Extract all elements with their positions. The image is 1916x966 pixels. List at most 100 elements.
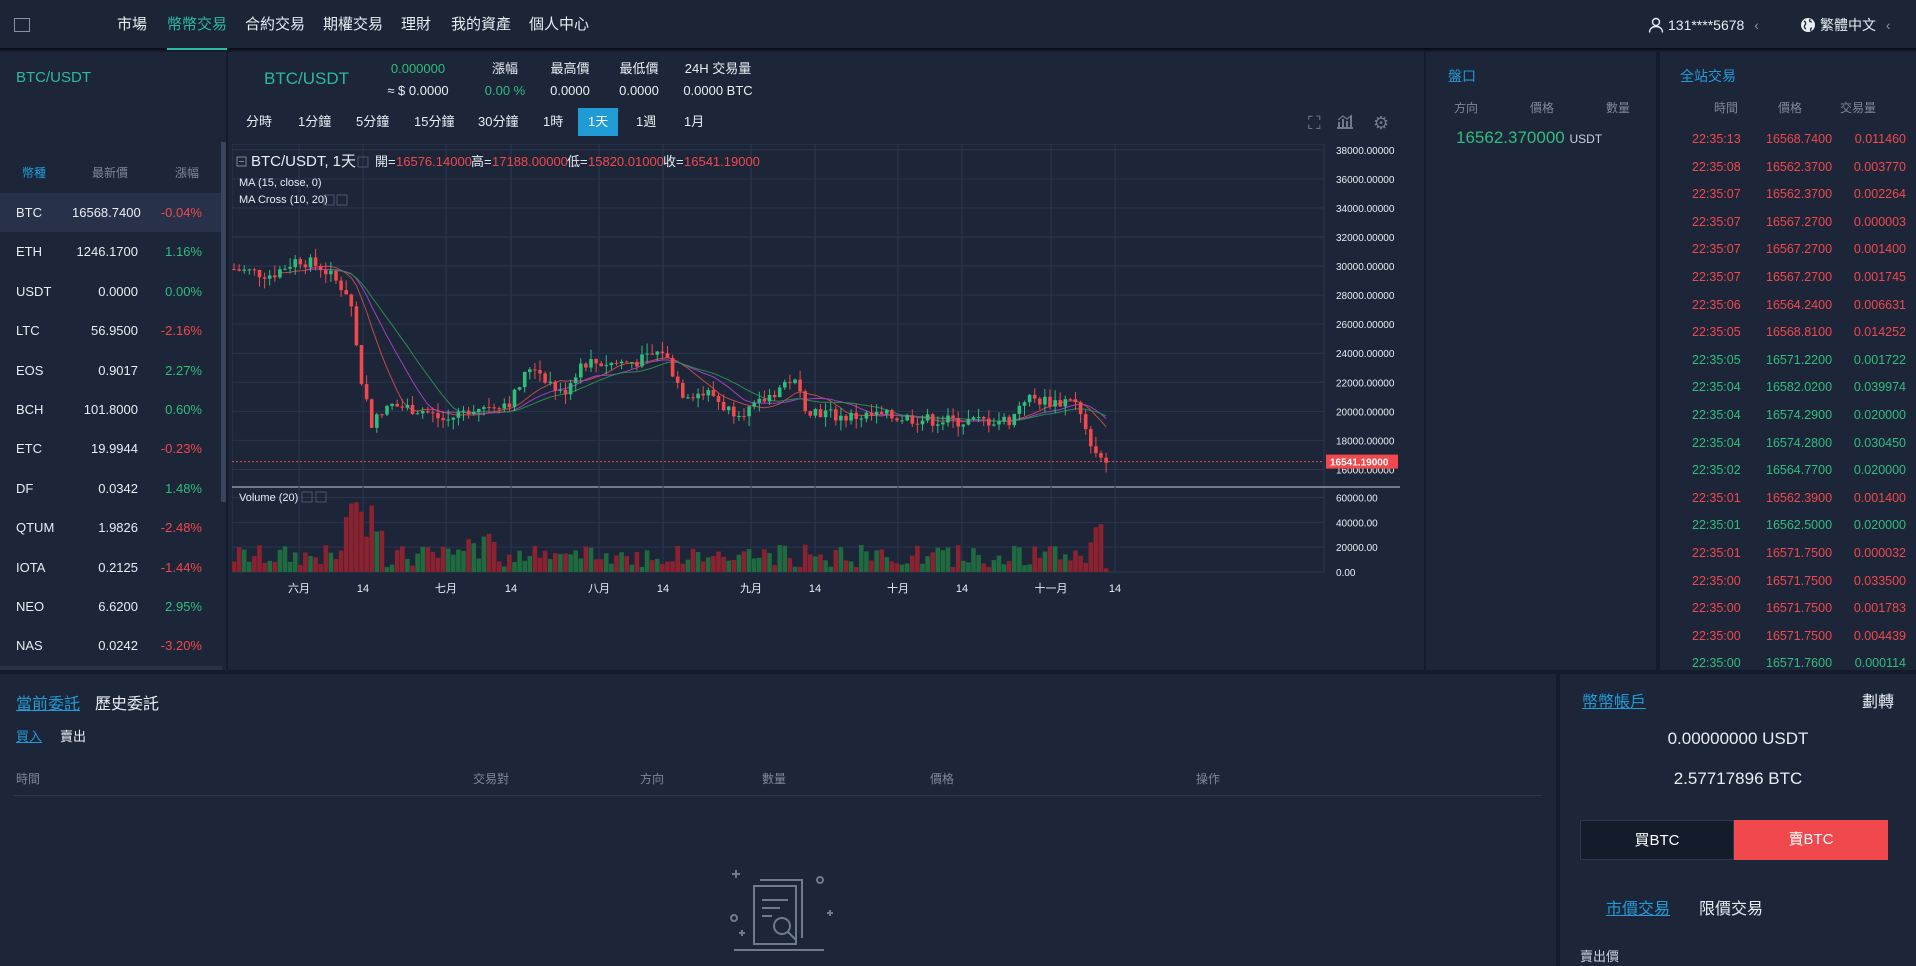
nav-spot-trading[interactable]: 幣幣交易: [167, 0, 228, 50]
candle-body: [558, 389, 563, 391]
market-scrollbar[interactable]: [221, 142, 226, 502]
price-tick-label: 36000.00000: [1336, 175, 1395, 186]
volume-bar: [456, 549, 461, 572]
interval-1mo[interactable]: 1月: [684, 114, 705, 129]
transfer-link[interactable]: 劃轉: [1862, 694, 1895, 711]
trade-price: 16567.2700: [1766, 270, 1833, 284]
volume-bar: [583, 546, 589, 572]
volume-bar: [1001, 564, 1007, 572]
candle-body: [981, 417, 986, 419]
nav-finance[interactable]: 理財: [401, 16, 432, 33]
ma20-line: [330, 269, 1107, 422]
market-row-eth[interactable]: ETH 1246.1700 1.16%: [0, 232, 222, 271]
trade-row: 22:35:00 16571.7500 0.001783: [1660, 595, 1916, 622]
trade-row: 22:35:04 16582.0200 0.039974: [1660, 374, 1916, 401]
market-row-bch[interactable]: BCH 101.8000 0.60%: [0, 390, 222, 429]
candle-body: [706, 390, 711, 396]
interval-1w[interactable]: 1週: [636, 114, 657, 129]
trade-row: 22:35:05 16571.2200 0.001722: [1660, 347, 1916, 374]
candle-body: [762, 398, 767, 402]
volume-bar: [282, 546, 288, 572]
volume-bar: [532, 545, 538, 572]
market-row-ltc[interactable]: LTC 56.9500 -2.16%: [0, 311, 222, 350]
candle-body: [420, 411, 425, 414]
volume-bar: [649, 560, 655, 572]
low-label: 低=: [567, 154, 588, 169]
globe-icon: [1801, 18, 1815, 32]
nav-personal-center[interactable]: 個人中心: [529, 16, 590, 33]
user-menu[interactable]: 131****5678 ‹: [1648, 0, 1759, 50]
nav-contract-trading[interactable]: 合約交易: [245, 16, 306, 33]
market-row-eos[interactable]: EOS 0.9017 2.27%: [0, 351, 222, 390]
language-selector[interactable]: 繁體中文 ‹: [1800, 0, 1891, 50]
volume-bar: [1042, 551, 1048, 572]
fullscreen-icon[interactable]: ⛶: [1308, 113, 1321, 133]
interval-1m[interactable]: 1分鐘: [298, 114, 332, 129]
volume-bar: [405, 558, 410, 572]
candle-body: [834, 409, 838, 421]
interval-1h[interactable]: 1時: [543, 114, 564, 129]
interval-1d[interactable]: 1天: [578, 108, 619, 136]
interval-tick[interactable]: 分時: [246, 114, 273, 129]
trade-row: 22:35:06 16564.2400 0.006631: [1660, 292, 1916, 319]
volume-settings-icon[interactable]: [301, 491, 313, 503]
nav-options-trading[interactable]: 期權交易: [323, 16, 384, 33]
nav-market[interactable]: 市場: [117, 16, 148, 33]
col-price-header[interactable]: 最新價: [92, 166, 129, 180]
tab-order-history[interactable]: 歷史委託: [95, 696, 160, 713]
market-row-usdt[interactable]: USDT 0.0000 0.00%: [0, 272, 222, 311]
candle-body: [885, 410, 889, 414]
price-tick-label: 32000.00000: [1336, 233, 1395, 244]
filter-sell[interactable]: 賣出: [60, 729, 87, 744]
sell-btc-button[interactable]: 賣BTC: [1734, 820, 1888, 860]
collapse-icon[interactable]: [236, 156, 247, 167]
tab-current-orders[interactable]: 當前委託: [16, 696, 81, 713]
candle-body: [1104, 457, 1108, 463]
nav-my-assets[interactable]: 我的資產: [451, 16, 512, 33]
tab-market-order[interactable]: 市價交易: [1606, 901, 1671, 918]
market-row-ela[interactable]: ELA 1.0440 -0.54%: [0, 665, 222, 670]
market-row-btc[interactable]: BTC 16568.7400 -0.04%: [0, 193, 222, 232]
market-row-df[interactable]: DF 0.0342 1.48%: [0, 469, 222, 508]
market-row-iota[interactable]: IOTA 0.2125 -1.44%: [0, 548, 222, 587]
order-book-panel: 盤口 方向 價格 數量 16562.370000 USDT: [1426, 52, 1656, 670]
interval-15m[interactable]: 15分鐘: [414, 114, 455, 129]
time-tick-label: 七月: [435, 582, 457, 595]
volume-bar: [563, 553, 568, 572]
filter-buy[interactable]: 買入: [16, 729, 43, 744]
market-coin: ETC: [16, 441, 42, 457]
trade-price: 16568.7400: [1766, 132, 1833, 146]
market-row-etc[interactable]: ETC 19.9944 -0.23%: [0, 429, 222, 468]
settings-icon[interactable]: [357, 156, 369, 168]
trade-row: 22:35:13 16568.7400 0.011460: [1660, 126, 1916, 153]
study-settings-icon[interactable]: [323, 194, 335, 206]
indicators-icon[interactable]: [1336, 113, 1354, 134]
account-title[interactable]: 幣幣帳戶: [1582, 694, 1647, 711]
col-coin-header[interactable]: 幣種: [22, 166, 47, 180]
candlestick-chart[interactable]: 38000.00000 36000.00000 34000.00000 32000.0…: [232, 144, 1422, 666]
volume-bar: [782, 545, 788, 572]
volume-close-icon[interactable]: [315, 491, 327, 503]
market-row-qtum[interactable]: QTUM 1.9826 -2.48%: [0, 508, 222, 547]
tab-limit-order[interactable]: 限價交易: [1699, 901, 1764, 918]
market-row-nas[interactable]: NAS 0.0242 -3.20%: [0, 626, 222, 665]
candle-body: [573, 377, 578, 384]
market-row-neo[interactable]: NEO 6.6200 2.95%: [0, 587, 222, 626]
interval-30m[interactable]: 30分鐘: [478, 114, 519, 129]
time-tick-label: 八月: [588, 583, 610, 595]
change-label: 漲幅: [491, 61, 518, 76]
logo[interactable]: [14, 18, 30, 32]
volume-bar: [313, 557, 318, 572]
study-close-icon[interactable]: [336, 194, 348, 206]
usdt-balance: 0.00000000 USDT: [1667, 729, 1809, 748]
volume-bar: [1088, 542, 1094, 572]
gear-icon[interactable]: ⚙: [1373, 113, 1390, 133]
market-change: -0.23%: [160, 441, 202, 457]
col-change-header[interactable]: 漲幅: [175, 166, 200, 180]
interval-5m[interactable]: 5分鐘: [356, 114, 390, 129]
volume-bar: [338, 550, 344, 572]
buy-btc-button[interactable]: 買BTC: [1580, 820, 1734, 860]
market-list-panel: BTC/USDT 幣種 最新價 漲幅 BTC 16568.7400 -0.04% ET…: [0, 52, 226, 670]
volume-value: 0.0000 BTC: [683, 83, 753, 98]
trade-time: 22:35:01: [1692, 518, 1741, 533]
